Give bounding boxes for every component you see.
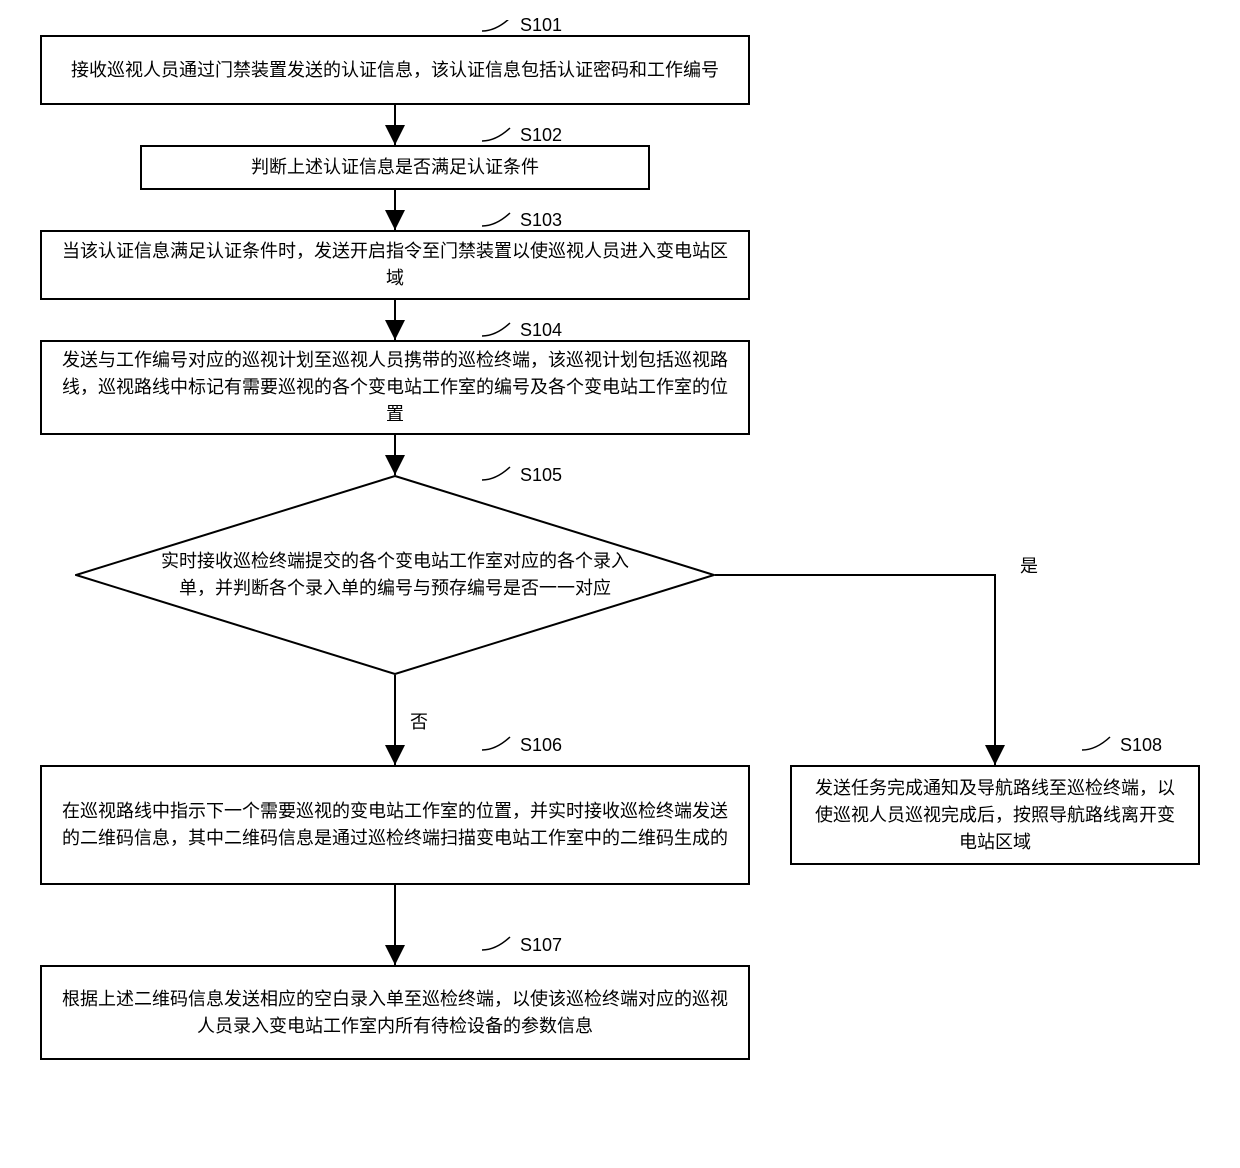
- step-s102-text: 判断上述认证信息是否满足认证条件: [251, 154, 539, 181]
- label-s105: S105: [520, 465, 562, 486]
- label-s107: S107: [520, 935, 562, 956]
- step-s108: 发送任务完成通知及导航路线至巡检终端，以使巡视人员巡视完成后，按照导航路线离开变…: [790, 765, 1200, 865]
- branch-yes-label: 是: [1020, 552, 1038, 578]
- step-s101: 接收巡视人员通过门禁装置发送的认证信息，该认证信息包括认证密码和工作编号: [40, 35, 750, 105]
- step-s106-text: 在巡视路线中指示下一个需要巡视的变电站工作室的位置，并实时接收巡检终端发送的二维…: [58, 798, 732, 852]
- step-s104: 发送与工作编号对应的巡视计划至巡视人员携带的巡检终端，该巡视计划包括巡视路线，巡…: [40, 340, 750, 435]
- label-s104: S104: [520, 320, 562, 341]
- label-s102: S102: [520, 125, 562, 146]
- branch-no-label: 否: [410, 708, 428, 734]
- label-s103: S103: [520, 210, 562, 231]
- step-s103: 当该认证信息满足认证条件时，发送开启指令至门禁装置以使巡视人员进入变电站区域: [40, 230, 750, 300]
- step-s105-text: 实时接收巡检终端提交的各个变电站工作室对应的各个录入单，并判断各个录入单的编号与…: [155, 548, 635, 602]
- label-s101: S101: [520, 15, 562, 36]
- step-s104-text: 发送与工作编号对应的巡视计划至巡视人员携带的巡检终端，该巡视计划包括巡视路线，巡…: [58, 347, 732, 428]
- step-s106: 在巡视路线中指示下一个需要巡视的变电站工作室的位置，并实时接收巡检终端发送的二维…: [40, 765, 750, 885]
- label-s108: S108: [1120, 735, 1162, 756]
- step-s101-text: 接收巡视人员通过门禁装置发送的认证信息，该认证信息包括认证密码和工作编号: [71, 57, 719, 84]
- step-s103-text: 当该认证信息满足认证条件时，发送开启指令至门禁装置以使巡视人员进入变电站区域: [58, 238, 732, 292]
- label-s106: S106: [520, 735, 562, 756]
- step-s102: 判断上述认证信息是否满足认证条件: [140, 145, 650, 190]
- step-s107-text: 根据上述二维码信息发送相应的空白录入单至巡检终端，以使该巡检终端对应的巡视人员录…: [58, 986, 732, 1040]
- step-s105-diamond: 实时接收巡检终端提交的各个变电站工作室对应的各个录入单，并判断各个录入单的编号与…: [75, 475, 715, 675]
- step-s108-text: 发送任务完成通知及导航路线至巡检终端，以使巡视人员巡视完成后，按照导航路线离开变…: [808, 775, 1182, 856]
- step-s107: 根据上述二维码信息发送相应的空白录入单至巡检终端，以使该巡检终端对应的巡视人员录…: [40, 965, 750, 1060]
